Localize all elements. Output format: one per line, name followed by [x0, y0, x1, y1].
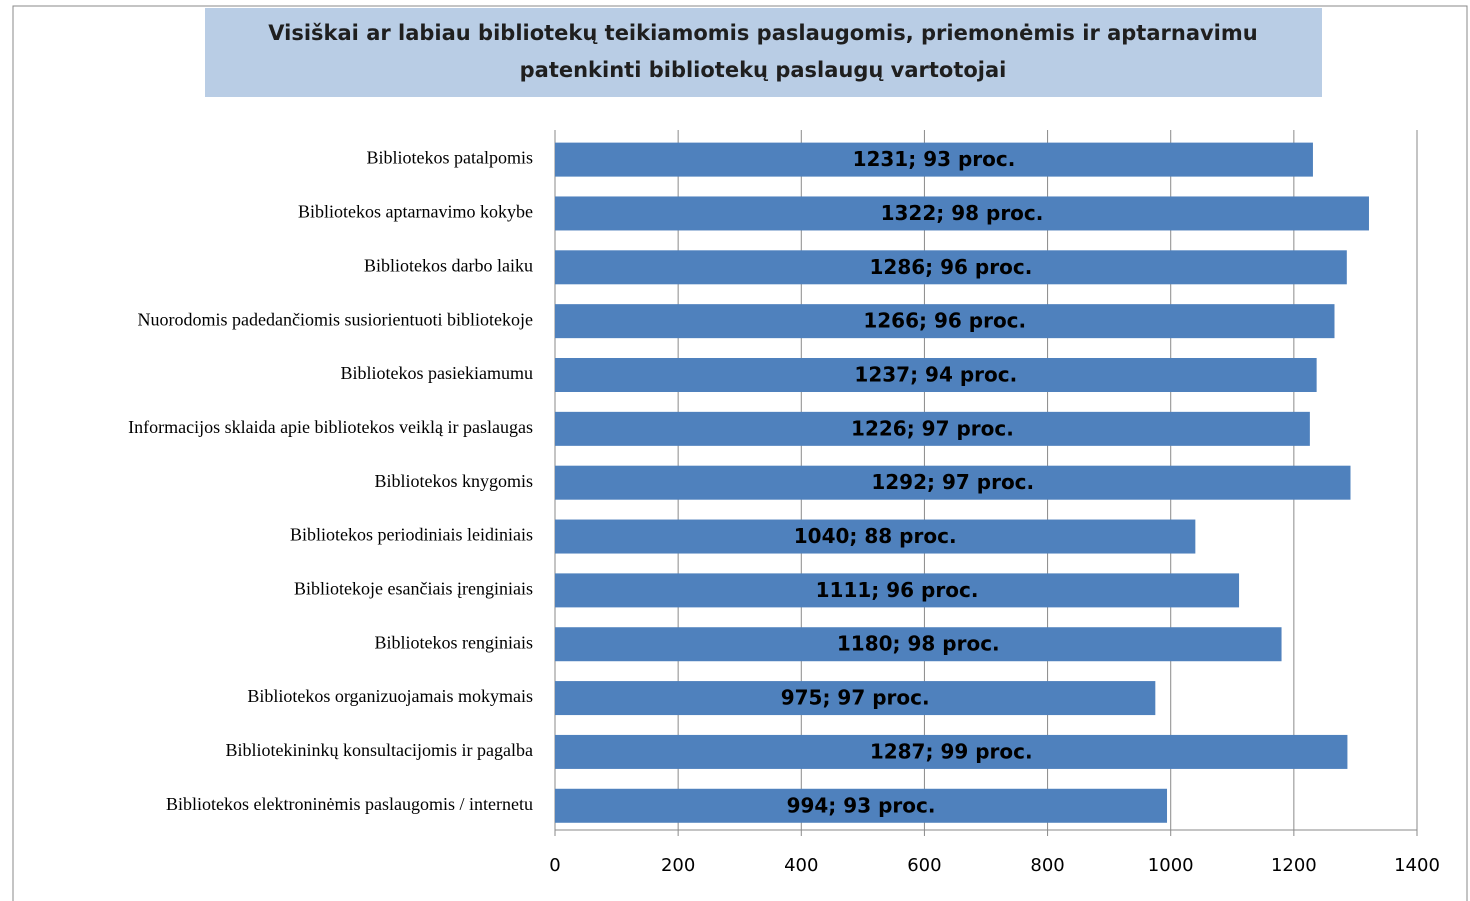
bar: [555, 465, 1351, 500]
bar: [555, 304, 1335, 339]
bar: [555, 196, 1369, 231]
x-tick-label: 400: [784, 855, 818, 876]
bar: [555, 519, 1196, 554]
data-label: 994; 93 proc.: [787, 793, 936, 817]
data-label: 1226; 97 proc.: [851, 416, 1014, 440]
data-label: 1040; 88 proc.: [794, 524, 957, 548]
data-label: 1237; 94 proc.: [854, 363, 1017, 387]
y-tick-label: Bibliotekos patalpomis: [367, 148, 534, 168]
chart-title: Visiškai ar labiau bibliotekų teikiamomi…: [268, 21, 1257, 45]
chart-title: patenkinti bibliotekų paslaugų vartotoja…: [520, 58, 1007, 82]
bar: [555, 627, 1282, 662]
x-tick-label: 1000: [1148, 855, 1194, 876]
y-tick-label: Bibliotekos periodiniais leidiniais: [290, 525, 533, 545]
y-tick-label: Bibliotekoje esančiais įrenginiais: [294, 579, 533, 599]
y-tick-label: Bibliotekos aptarnavimo kokybe: [298, 202, 533, 222]
title-box: [205, 8, 1322, 97]
bar: [555, 142, 1313, 177]
y-tick-label: Bibliotekos organizuojamais mokymais: [247, 686, 533, 706]
y-tick-label: Informacijos sklaida apie bibliotekos ve…: [128, 417, 533, 437]
data-label: 1286; 96 proc.: [870, 255, 1033, 279]
data-label: 1292; 97 proc.: [871, 470, 1034, 494]
bar: [555, 411, 1310, 446]
y-tick-label: Bibliotekos darbo laiku: [364, 255, 533, 275]
y-tick-label: Nuorodomis padedančiomis susiorientuoti …: [138, 309, 533, 329]
x-tick-label: 800: [1030, 855, 1064, 876]
data-label: 975; 97 proc.: [781, 686, 930, 710]
y-tick-label: Bibliotekos knygomis: [374, 471, 533, 491]
x-tick-label: 600: [907, 855, 941, 876]
data-label: 1266; 96 proc.: [863, 309, 1026, 333]
data-label: 1180; 98 proc.: [837, 632, 1000, 656]
y-tick-label: Bibliotekos renginiais: [375, 632, 533, 652]
bar: [555, 681, 1156, 716]
bar: [555, 358, 1317, 392]
bar: [555, 250, 1347, 285]
y-tick-label: Bibliotekininkų konsultacijomis ir pagal…: [226, 740, 533, 760]
y-tick-label: Bibliotekos pasiekiamumu: [341, 363, 533, 383]
bar: [555, 734, 1348, 769]
x-tick-label: 1400: [1394, 855, 1440, 876]
x-tick-label: 200: [661, 855, 695, 876]
x-tick-label: 0: [549, 855, 560, 876]
data-label: 1287; 99 proc.: [870, 739, 1033, 763]
bar: [555, 573, 1240, 608]
data-label: 1111; 96 proc.: [816, 578, 979, 602]
data-label: 1322; 98 proc.: [881, 201, 1044, 225]
x-tick-label: 1200: [1271, 855, 1317, 876]
y-tick-label: Bibliotekos elektroninėmis paslaugomis /…: [166, 794, 533, 814]
bar: [555, 788, 1168, 823]
data-label: 1231; 93 proc.: [853, 147, 1016, 171]
